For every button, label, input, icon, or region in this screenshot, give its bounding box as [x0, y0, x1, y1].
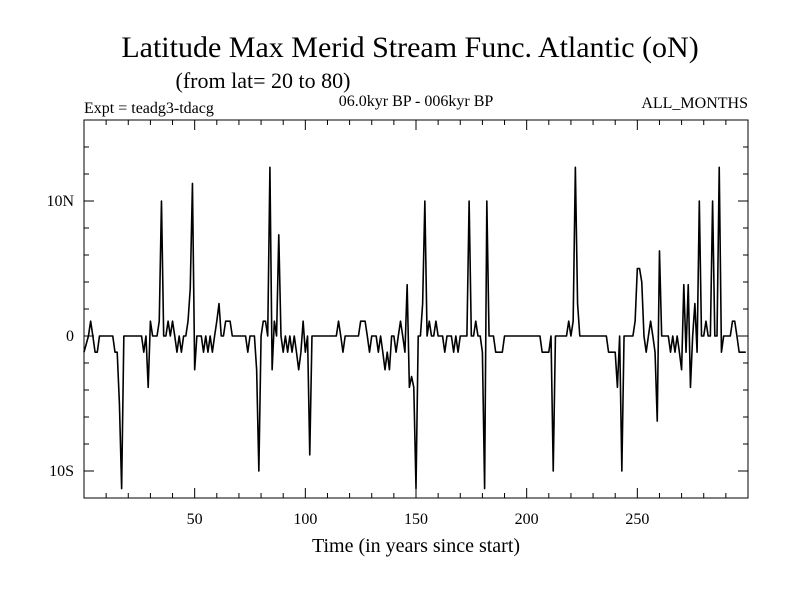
- x-tick-label: 100: [293, 511, 317, 528]
- experiment-label: Expt = teadg3-tdacg: [84, 100, 214, 117]
- x-tick-label: 250: [625, 511, 649, 528]
- y-tick-label: 10S: [49, 463, 74, 480]
- x-tick-label: 200: [515, 511, 539, 528]
- y-axis: 10N 0 10S: [46, 193, 748, 480]
- y-tick-label: 10N: [46, 193, 74, 210]
- chart-subtitle: (from lat= 20 to 80): [176, 68, 351, 93]
- x-axis: 50 100 150 200 250: [187, 120, 649, 528]
- series-line: [83, 166, 746, 490]
- y-tick-label: 0: [66, 328, 74, 345]
- x-tick-label: 50: [187, 511, 203, 528]
- months-label: ALL_MONTHS: [641, 95, 748, 112]
- time-range-label: 06.0kyr BP - 006kyr BP: [339, 93, 494, 110]
- x-tick-label: 150: [404, 511, 428, 528]
- series-group: [83, 166, 746, 490]
- y-minor-ticks: [84, 146, 748, 445]
- x-minor-ticks: [105, 120, 727, 498]
- chart-title: Latitude Max Merid Stream Func. Atlantic…: [121, 31, 698, 64]
- x-axis-title: Time (in years since start): [312, 535, 520, 557]
